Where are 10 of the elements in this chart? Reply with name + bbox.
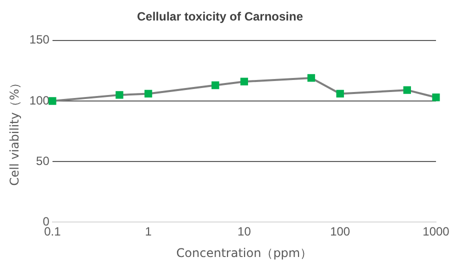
y-tick-label: 150 <box>29 32 50 47</box>
x-tick-label: 1000 <box>422 224 450 239</box>
x-tick-label: 100 <box>330 224 350 239</box>
x-tick-label: 0.1 <box>44 224 62 239</box>
x-axis-title: Concentration（ppm） <box>176 246 312 260</box>
x-tick-label: 10 <box>238 224 252 239</box>
chart-title: Cellular toxicity of Carnosine <box>136 10 304 24</box>
x-tick-label: 1 <box>144 224 152 239</box>
y-tick-label: 50 <box>36 154 50 168</box>
y-axis-title: Cell viability（%） <box>7 76 22 186</box>
